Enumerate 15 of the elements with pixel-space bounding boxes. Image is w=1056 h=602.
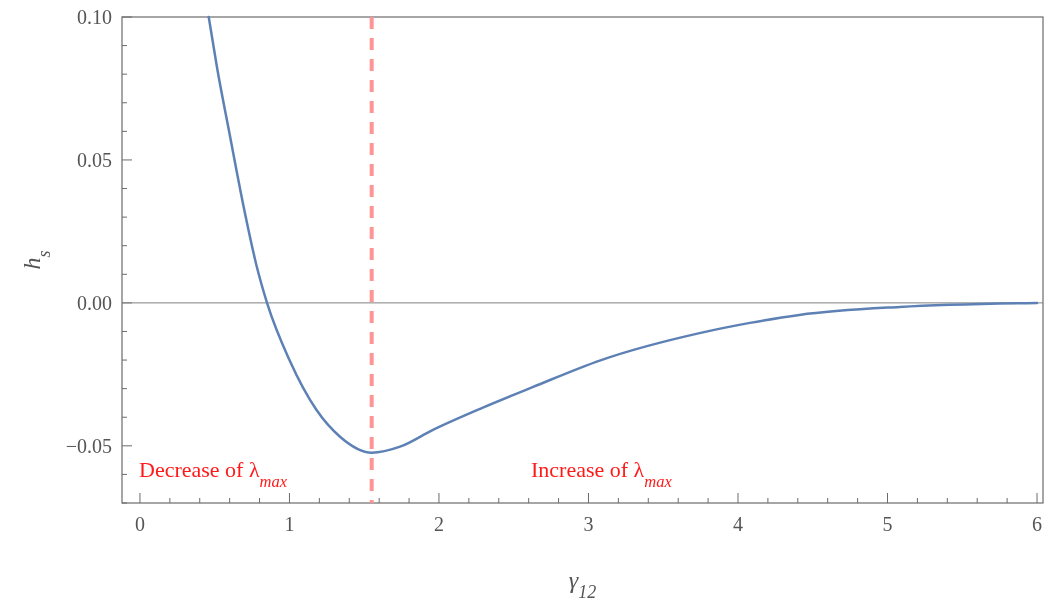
annotation: Increase of λ$_{max}$ — [531, 456, 673, 491]
x-tick-label: 5 — [882, 513, 893, 535]
y-tick-label: 0.00 — [77, 291, 112, 314]
y-tick-label: 0.05 — [77, 148, 112, 171]
line-series — [207, 15, 1039, 454]
x-axis-title: γ$_{12}$ — [568, 567, 597, 602]
x-tick-label: 6 — [1032, 513, 1043, 535]
x-tick-label: 1 — [284, 513, 295, 535]
x-tick-label: 0 — [134, 513, 145, 535]
x-tick-label: 3 — [583, 513, 594, 535]
y-tick-label: 0.10 — [77, 6, 112, 28]
annotation: Decrease of λ$_{max}$ — [139, 456, 288, 491]
y-tick-label: −0.05 — [65, 434, 112, 457]
x-tick-label: 2 — [433, 513, 444, 535]
x-tick-label: 4 — [732, 513, 743, 535]
